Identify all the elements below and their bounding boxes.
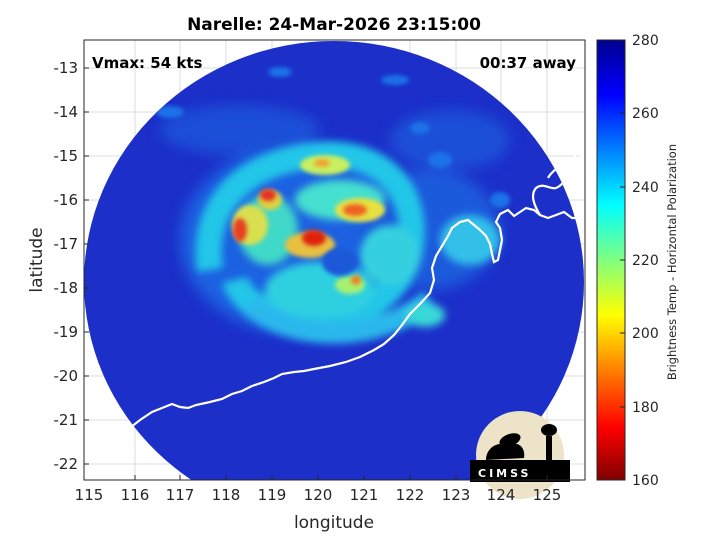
colorbar-tick-label: 160 bbox=[632, 473, 659, 489]
y-tick-label: -20 bbox=[54, 367, 79, 385]
cimss-logo: CIMSS bbox=[470, 411, 570, 499]
colorbar-tick-label: 260 bbox=[632, 106, 659, 122]
vmax-annotation: Vmax: 54 kts bbox=[92, 54, 202, 72]
colorbar-tick-label: 280 bbox=[632, 33, 659, 49]
x-tick-label: 116 bbox=[121, 486, 150, 504]
x-tick-label: 122 bbox=[396, 486, 425, 504]
colorbar-tick-label: 220 bbox=[632, 253, 659, 269]
x-tick-label: 124 bbox=[487, 486, 516, 504]
y-tick-label: -16 bbox=[54, 191, 79, 209]
y-tick-label: -17 bbox=[54, 235, 79, 253]
tick-marks bbox=[84, 67, 548, 480]
y-tick-label: -21 bbox=[54, 411, 79, 429]
y-tick-label: -14 bbox=[54, 103, 79, 121]
coastline bbox=[84, 133, 585, 454]
colorbar-tick-label: 200 bbox=[632, 326, 659, 342]
x-tick-label: 120 bbox=[304, 486, 333, 504]
cimss-logo-text: CIMSS bbox=[478, 467, 531, 480]
x-tick-label: 121 bbox=[350, 486, 379, 504]
colorbar-label: Brightness Temp - Horizontal Polarizatio… bbox=[665, 144, 679, 380]
colorbar-tick-label: 240 bbox=[632, 180, 659, 196]
y-tick-label: -15 bbox=[54, 147, 79, 165]
chart-title: Narelle: 24-Mar-2026 23:15:00 bbox=[187, 15, 481, 35]
time-away-annotation: 00:37 away bbox=[480, 54, 577, 72]
plot-frame bbox=[83, 39, 586, 481]
x-tick-labels: 115 116 117 118 119 120 121 122 123 124 … bbox=[75, 486, 562, 504]
colorbar: 280 260 240 220 200 180 160 Brightness T… bbox=[596, 33, 679, 489]
colorbar-tick-label: 180 bbox=[632, 400, 659, 416]
x-tick-label: 117 bbox=[166, 486, 195, 504]
y-tick-label: -22 bbox=[54, 455, 79, 473]
x-tick-label: 123 bbox=[442, 486, 471, 504]
x-tick-label: 115 bbox=[75, 486, 104, 504]
x-tick-label: 119 bbox=[258, 486, 287, 504]
x-axis-label: longitude bbox=[294, 513, 374, 533]
brightness-temp-swath bbox=[84, 41, 584, 480]
y-tick-label: -13 bbox=[54, 59, 79, 77]
y-tick-labels: -13 -14 -15 -16 -17 -18 -19 -20 -21 -22 bbox=[54, 59, 79, 473]
x-tick-label: 118 bbox=[212, 486, 241, 504]
y-tick-label: -19 bbox=[54, 323, 79, 341]
y-tick-label: -18 bbox=[54, 279, 79, 297]
x-tick-label: 125 bbox=[533, 486, 562, 504]
y-axis-label: latitude bbox=[27, 227, 47, 292]
